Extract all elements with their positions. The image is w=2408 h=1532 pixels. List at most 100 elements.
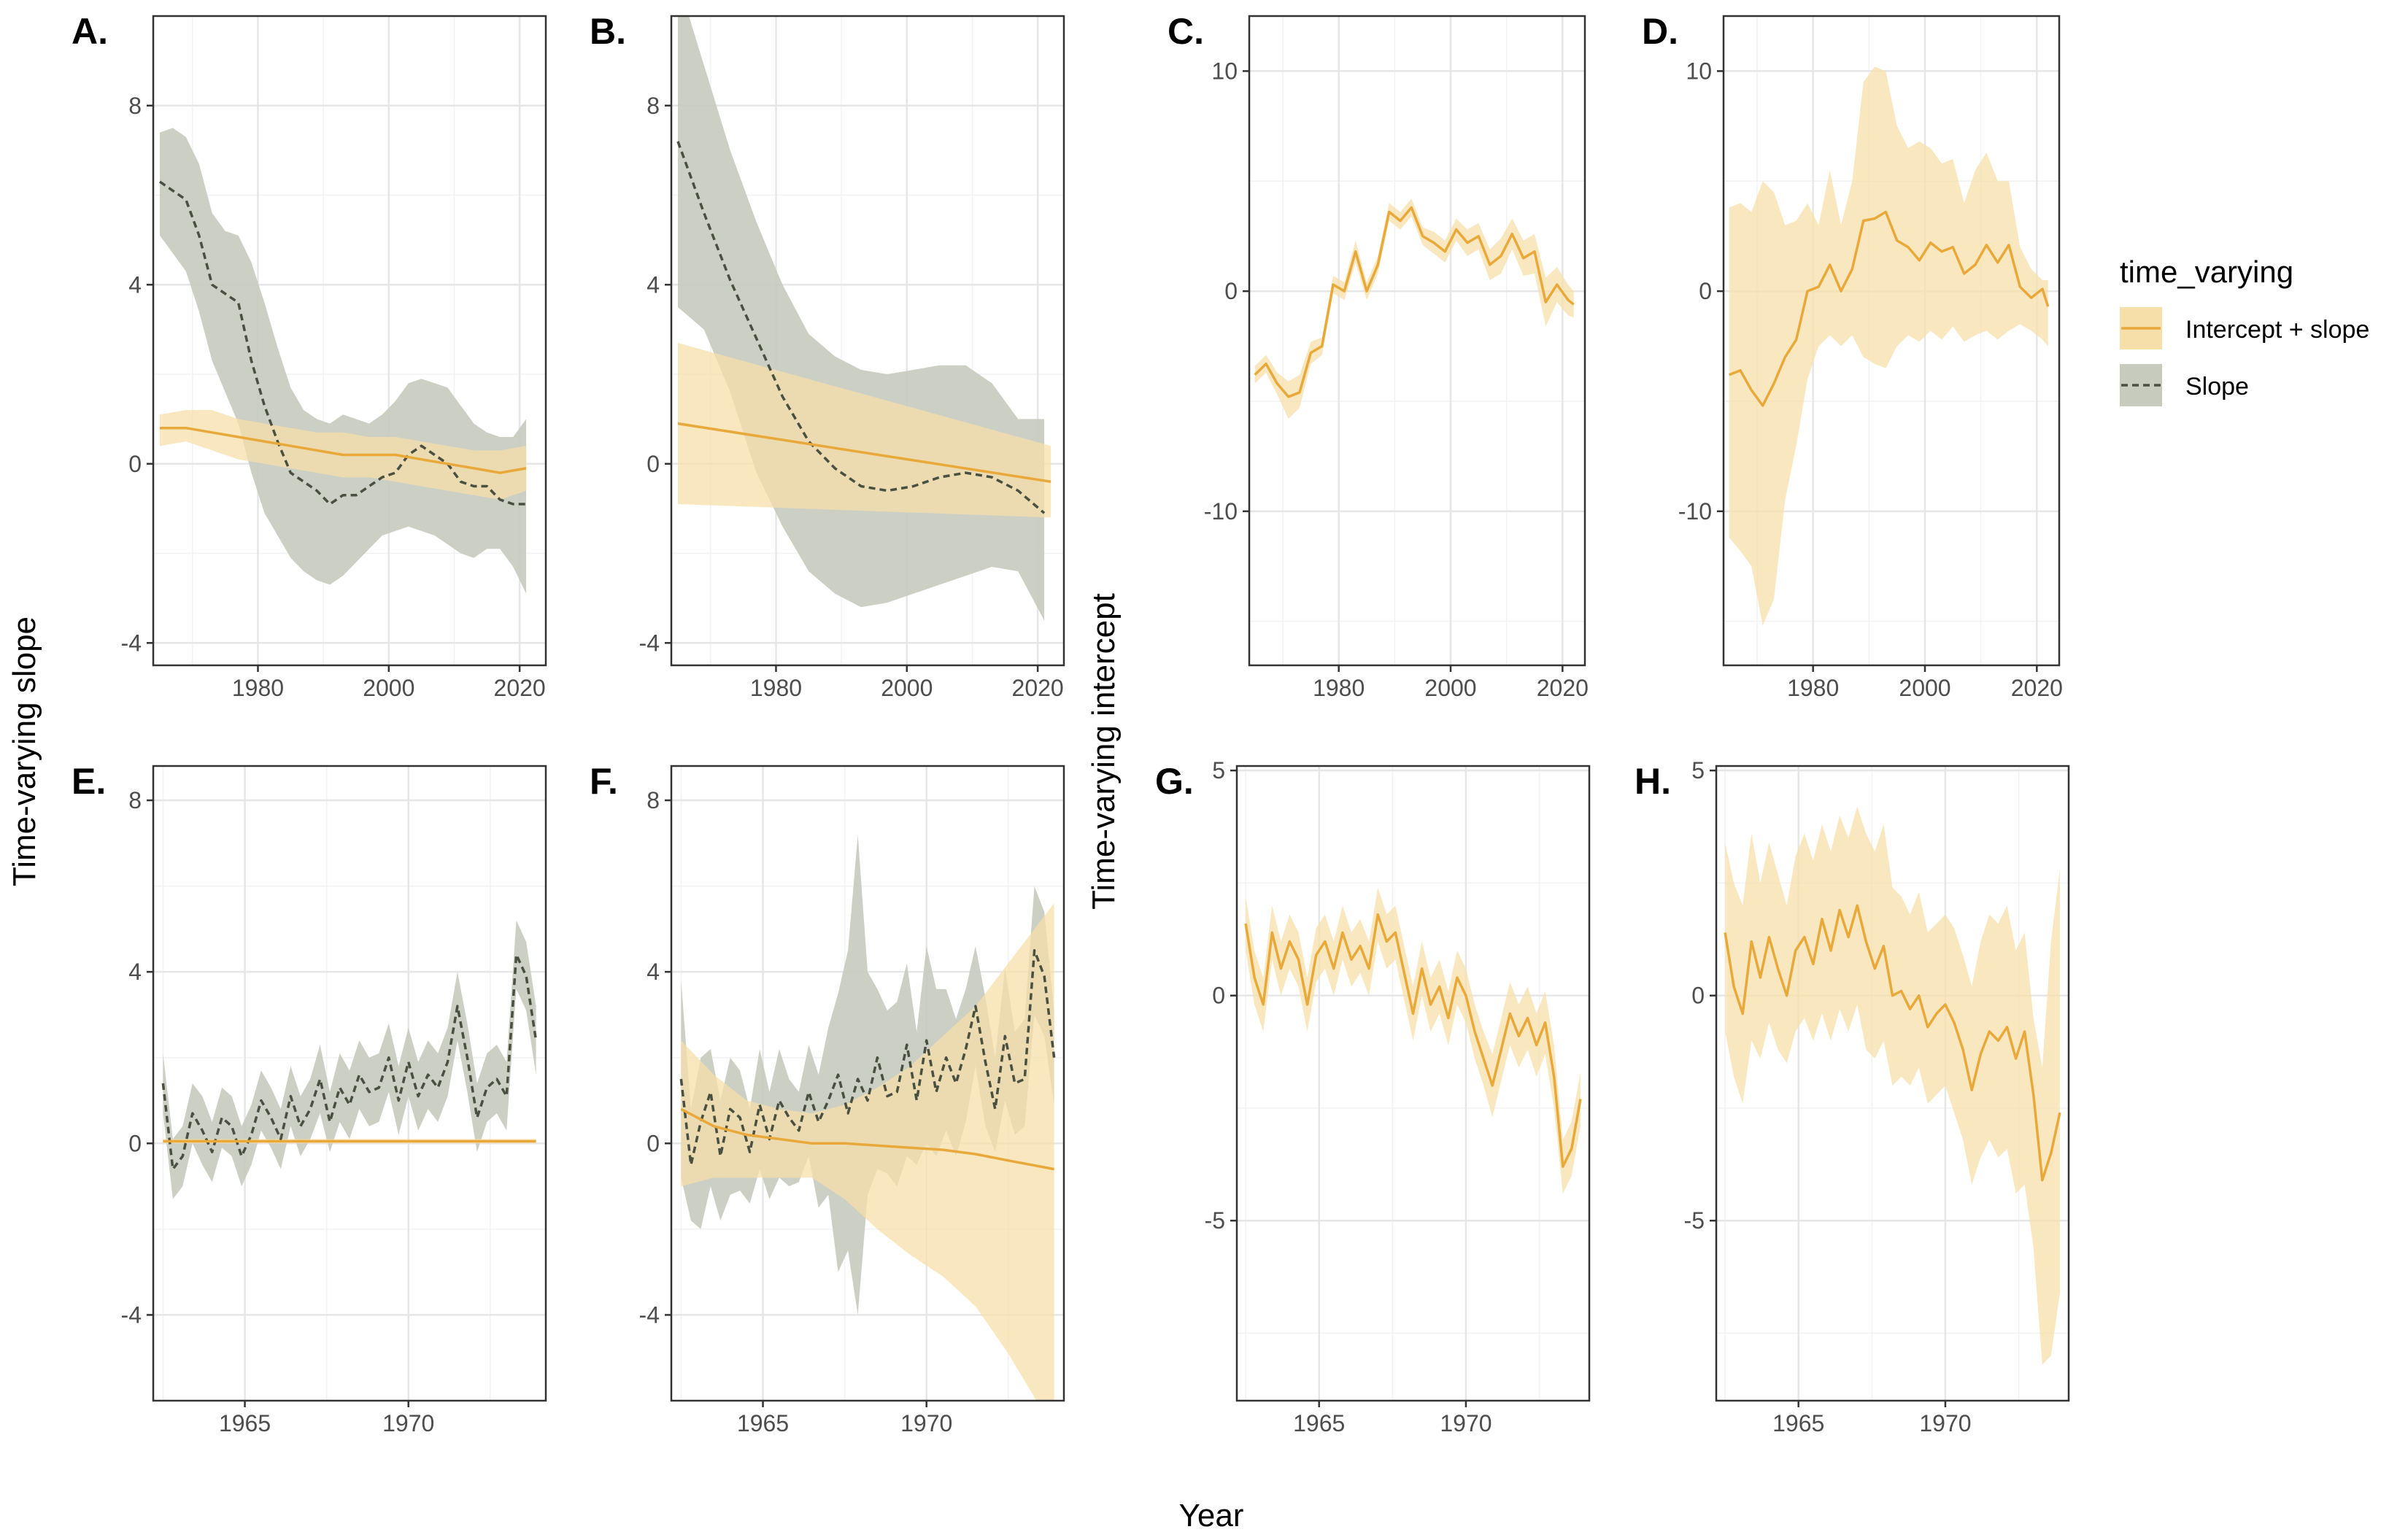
- panel-e: 1965 1970 -4 0 4 8 E.: [72, 761, 547, 1436]
- panel-border: [152, 765, 547, 1402]
- series-line-intercept-slope: [680, 1107, 1054, 1171]
- legend-title: time_varying: [2120, 255, 2293, 289]
- x-tick-label: 2020: [494, 675, 546, 701]
- panel-border: [1715, 765, 2070, 1402]
- series-line-intercept-slope: [677, 422, 1051, 484]
- panel-letter-c: C.: [1168, 11, 1204, 52]
- panel-c: 1980 2000 2020 -10 0 10 C.: [1168, 11, 1589, 701]
- y-tick-label: 8: [128, 93, 142, 119]
- legend-key-slope: [2120, 364, 2162, 406]
- panel-g: 1965 1970 -5 0 5 G.: [1155, 757, 1591, 1436]
- series-line-slope: [679, 949, 1056, 1167]
- x-tick-label: 2020: [1537, 675, 1589, 701]
- y-tick-label: 10: [1211, 58, 1238, 84]
- y-tick-label: -4: [121, 630, 142, 656]
- x-tick-label: 1970: [382, 1410, 434, 1436]
- plot-area: [679, 835, 1056, 1401]
- ribbon-slope: [163, 920, 536, 1199]
- legend: time_varying Intercept + slope Slope: [2120, 255, 2369, 406]
- x-tick-label: 2000: [363, 675, 414, 701]
- y-tick-label: -4: [121, 1301, 142, 1328]
- panel-b: 1980 2000 2020 -4 0 4 8 B.: [590, 11, 1065, 701]
- x-axis-title: Year: [1179, 1498, 1244, 1532]
- plot-area: [159, 128, 527, 594]
- y-tick-label: 4: [647, 271, 660, 298]
- x-tick-label: 2000: [881, 675, 933, 701]
- x-tick-label: 1980: [232, 675, 284, 701]
- panel-letter-a: A.: [72, 11, 108, 52]
- plot-background: [1237, 766, 1589, 1401]
- ribbon-intercept-slope: [681, 903, 1054, 1401]
- y-tick-label: 8: [647, 93, 660, 119]
- y-tick-label: 0: [647, 451, 660, 477]
- panel-h: 1965 1970 -5 0 5 H.: [1635, 757, 2070, 1436]
- panel-letter-g: G.: [1155, 761, 1194, 802]
- panel-border: [1235, 765, 1591, 1402]
- x-tick-label: 1965: [737, 1410, 789, 1436]
- panel-a: 1980 2000 2020 -4 0 4 8 A.: [72, 11, 547, 701]
- y-tick-label: 5: [1691, 757, 1705, 784]
- y-axis-title-intercept: Time-varying intercept: [1086, 593, 1122, 910]
- panel-border: [670, 765, 1065, 1402]
- x-tick-label: 2000: [1424, 675, 1476, 701]
- x-tick-label: 1980: [750, 675, 802, 701]
- panel-border: [1722, 15, 2061, 667]
- y-tick-label: 0: [1212, 983, 1225, 1009]
- series-line-intercept-slope: [1244, 913, 1582, 1168]
- y-tick-label: 0: [1699, 278, 1712, 304]
- series-line-intercept-slope: [1724, 904, 2061, 1182]
- plot-area: [1724, 806, 2061, 1365]
- y-tick-label: -5: [1205, 1207, 1225, 1234]
- panel-f: 1965 1970 -4 0 4 8 F.: [590, 761, 1065, 1436]
- series-line-intercept-slope: [1729, 210, 2050, 407]
- series-line-slope: [676, 141, 1046, 514]
- ribbon-intercept-slope: [1725, 806, 2060, 1365]
- y-tick-label: -10: [1204, 498, 1238, 525]
- x-tick-label: 1965: [1293, 1410, 1345, 1436]
- y-tick-label: 0: [647, 1130, 660, 1156]
- x-tick-label: 2020: [2011, 675, 2063, 701]
- x-tick-label: 1970: [1440, 1410, 1492, 1436]
- series-line-slope: [161, 953, 538, 1171]
- panel-d: 1980 2000 2020 -10 0 10 D.: [1642, 11, 2063, 701]
- y-tick-label: -4: [639, 630, 660, 656]
- panel-letter-h: H.: [1635, 761, 1671, 802]
- ribbon-intercept-slope: [1246, 887, 1581, 1194]
- ribbon-intercept-slope: [1254, 198, 1574, 419]
- series-line-slope: [159, 180, 527, 506]
- panel-letter-d: D.: [1642, 11, 1678, 52]
- y-tick-label: -5: [1684, 1207, 1705, 1234]
- y-tick-label: 4: [128, 271, 142, 298]
- plot-area: [1729, 66, 2050, 626]
- y-axis-title-slope: Time-varying slope: [7, 616, 42, 886]
- legend-label-intercept-slope: Intercept + slope: [2185, 316, 2369, 344]
- x-tick-label: 1965: [1772, 1410, 1824, 1436]
- y-tick-label: 4: [647, 959, 660, 985]
- x-tick-label: 1970: [900, 1410, 952, 1436]
- plot-background: [1249, 16, 1585, 665]
- y-tick-label: 8: [647, 787, 660, 813]
- plot-area: [161, 920, 538, 1199]
- plot-area: [676, 16, 1051, 621]
- y-tick-label: -10: [1678, 498, 1712, 525]
- panel-letter-b: B.: [590, 11, 626, 52]
- y-tick-label: 0: [1691, 983, 1705, 1009]
- x-tick-label: 2000: [1899, 675, 1950, 701]
- plot-area: [1244, 887, 1582, 1194]
- y-tick-label: 0: [1224, 278, 1238, 304]
- y-tick-label: 8: [128, 787, 142, 813]
- y-tick-label: -4: [639, 1301, 660, 1328]
- ribbon-slope: [681, 835, 1054, 1315]
- x-tick-label: 1965: [219, 1410, 271, 1436]
- panel-border: [152, 15, 547, 667]
- x-tick-label: 1970: [1919, 1410, 1971, 1436]
- panel-letter-e: E.: [72, 761, 106, 802]
- series-line-intercept-slope: [1254, 206, 1575, 398]
- y-tick-label: 4: [128, 959, 142, 985]
- y-tick-label: 5: [1212, 757, 1225, 784]
- panel-letter-f: F.: [590, 761, 618, 802]
- x-tick-label: 2020: [1012, 675, 1064, 701]
- x-tick-label: 1980: [1313, 675, 1365, 701]
